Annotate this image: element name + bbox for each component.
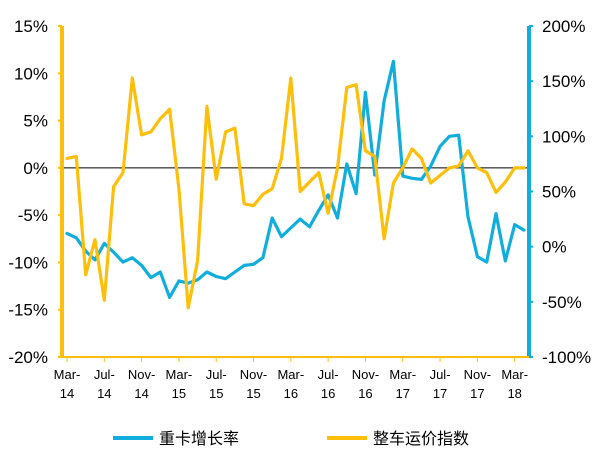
right-axis-tick-label: 100%	[542, 127, 585, 146]
x-axis-tick-label-line2: 17	[433, 386, 447, 401]
x-axis-tick-label-line2: 16	[358, 386, 372, 401]
x-axis-tick-label-line2: 16	[321, 386, 335, 401]
legend: 重卡增长率 整车运价指数	[113, 429, 469, 448]
legend-label-freight-index: 整车运价指数	[373, 429, 469, 448]
right-axis-tick-label: 200%	[542, 17, 585, 36]
left-axis-tick-label: 5%	[23, 112, 48, 131]
left-axis-tick-label: -5%	[18, 206, 48, 225]
x-axis-tick-label-line1: Jul-	[430, 367, 451, 382]
x-axis-tick-label-line1: Nov-	[240, 367, 267, 382]
left-axis-tick-label: -20%	[8, 348, 48, 367]
x-axis-tick-label-line1: Jul-	[318, 367, 339, 382]
x-axis-tick-label-line2: 15	[246, 386, 260, 401]
x-axis-tick-label-line1: Nov-	[128, 367, 155, 382]
right-axis-tick-label: -100%	[542, 348, 591, 367]
x-axis-tick-label-line2: 14	[97, 386, 111, 401]
ticks-layer: 15%10%5%0%-5%-10%-15%-20%200%150%100%50%…	[8, 17, 591, 401]
right-axis-tick-label: -50%	[542, 293, 582, 312]
x-axis-tick-label-line1: Mar-	[54, 367, 81, 382]
left-axis-tick-label: -15%	[8, 301, 48, 320]
right-axis-tick-label: 50%	[542, 183, 576, 202]
x-axis-tick-label-line2: 15	[172, 386, 186, 401]
axes-layer	[58, 25, 533, 362]
x-axis-tick-label-line2: 14	[134, 386, 148, 401]
left-axis-tick-label: -10%	[8, 253, 48, 272]
x-axis-tick-label-line1: Jul-	[206, 367, 227, 382]
series-line-truck-growth	[65, 59, 526, 299]
x-axis-tick-label-line1: Mar-	[501, 367, 528, 382]
x-axis-tick-label-line2: 17	[396, 386, 410, 401]
x-axis-tick-label-line1: Nov-	[352, 367, 379, 382]
x-axis-tick-label-line2: 18	[507, 386, 521, 401]
right-axis-tick-label: 0%	[542, 238, 567, 257]
x-axis-tick-label-line2: 17	[470, 386, 484, 401]
series-line-freight-index	[65, 76, 526, 310]
x-axis-tick-label-line1: Jul-	[94, 367, 115, 382]
x-axis-tick-label-line2: 15	[209, 386, 223, 401]
x-axis-tick-label-line2: 16	[284, 386, 298, 401]
right-axis-tick-label: 150%	[542, 72, 585, 91]
x-axis-tick-label-line1: Nov-	[464, 367, 491, 382]
x-axis-tick-label-line1: Mar-	[166, 367, 193, 382]
x-axis-tick-label-line1: Mar-	[389, 367, 416, 382]
left-axis-tick-label: 10%	[14, 64, 48, 83]
legend-label-truck-growth: 重卡增长率	[159, 429, 239, 448]
x-axis-tick-label-line1: Mar-	[277, 367, 304, 382]
x-axis-tick-label-line2: 14	[60, 386, 74, 401]
series-layer	[65, 59, 526, 310]
left-axis-tick-label: 0%	[23, 159, 48, 178]
left-axis-tick-label: 15%	[14, 17, 48, 36]
